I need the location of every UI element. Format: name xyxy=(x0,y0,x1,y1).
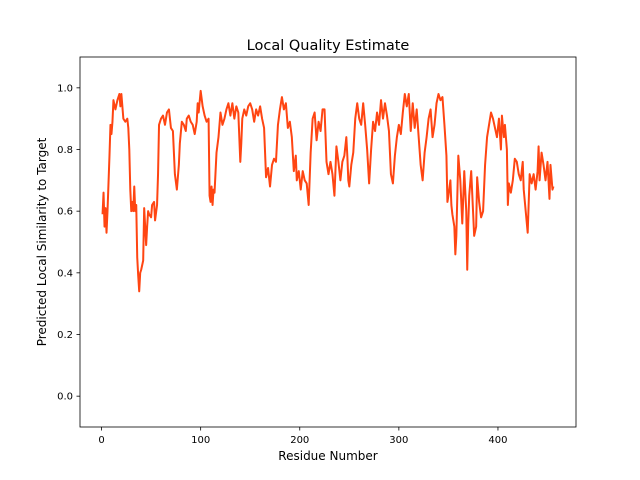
x-tick-label: 100 xyxy=(191,435,210,446)
x-tick-label: 0 xyxy=(98,435,104,446)
x-tick-label: 400 xyxy=(488,435,507,446)
y-tick-label: 0.6 xyxy=(57,207,73,218)
x-axis-label: Residue Number xyxy=(278,449,377,463)
y-tick-label: 0.0 xyxy=(57,392,73,403)
y-tick-label: 1.0 xyxy=(57,83,73,94)
x-tick-label: 300 xyxy=(389,435,408,446)
y-axis-label: Predicted Local Similarity to Target xyxy=(35,137,49,346)
y-tick-label: 0.4 xyxy=(57,268,73,279)
data-line xyxy=(101,89,555,293)
y-tick-label: 0.2 xyxy=(57,330,73,341)
x-tick-label: 200 xyxy=(290,435,309,446)
plot-frame xyxy=(79,56,577,428)
chart-title: Local Quality Estimate xyxy=(247,38,410,54)
y-tick-label: 0.8 xyxy=(57,145,73,156)
